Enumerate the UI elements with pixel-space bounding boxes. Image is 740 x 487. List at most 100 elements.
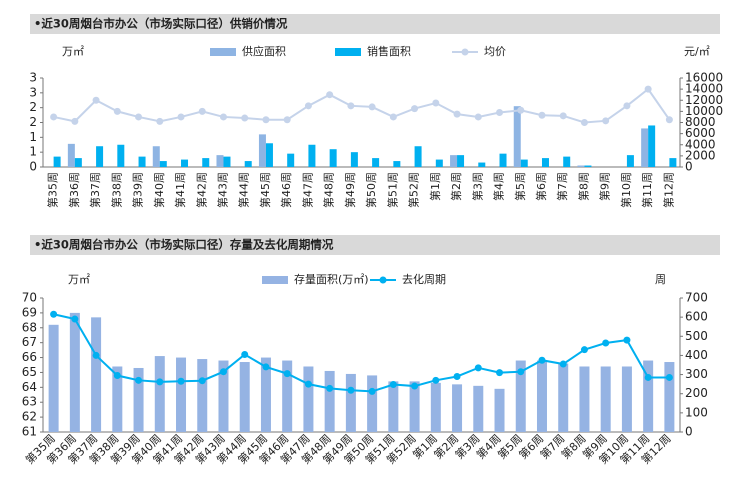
x-tick-label: 第11周	[640, 172, 654, 208]
x-tick-label: 第43周	[215, 172, 229, 208]
line-marker	[411, 382, 419, 390]
bar	[117, 144, 125, 167]
line-marker	[517, 106, 525, 114]
x-tick-label: 第2周	[449, 172, 463, 201]
bar	[91, 317, 102, 432]
line-marker	[644, 373, 652, 381]
line-marker	[517, 368, 525, 376]
y2-tick-label: 700	[685, 291, 708, 305]
bar	[393, 161, 401, 167]
line-marker	[198, 107, 206, 115]
bar	[133, 367, 144, 432]
legend-label: 销售面积	[367, 44, 411, 58]
bar	[74, 158, 82, 167]
bar	[643, 360, 654, 432]
line-marker	[219, 113, 227, 121]
x-tick-label: 第39周	[131, 172, 145, 208]
line	[53, 87, 671, 124]
legend-swatch	[335, 48, 361, 56]
x-tick-label: 第52周	[407, 172, 421, 208]
bar	[303, 366, 314, 432]
x-tick-label: 第38周	[109, 172, 123, 208]
y-tick-label: 67	[22, 335, 37, 349]
bar	[450, 155, 458, 167]
line-marker	[326, 91, 334, 99]
line-marker	[580, 119, 588, 126]
bar	[67, 143, 75, 167]
bar	[494, 388, 505, 432]
bar	[202, 158, 210, 167]
line-marker	[326, 384, 334, 392]
legend-swatch	[262, 276, 288, 284]
line-marker	[177, 377, 185, 385]
line-marker	[241, 350, 249, 358]
bar	[329, 149, 337, 167]
y2-tick-label: 6000	[685, 126, 716, 140]
line-marker	[474, 113, 482, 121]
y2-tick-label: 8000	[685, 115, 716, 129]
line-marker	[368, 387, 376, 395]
x-tick-label: 第45周	[258, 172, 272, 208]
bar	[452, 384, 463, 432]
bar	[239, 362, 250, 432]
legend-swatch	[461, 48, 469, 56]
bar	[216, 155, 224, 167]
bar	[563, 156, 571, 167]
bar	[176, 357, 187, 432]
y2-tick-label: 10000	[685, 104, 723, 118]
line-marker	[623, 336, 631, 344]
bar	[409, 381, 420, 432]
line-marker	[156, 117, 164, 125]
y2-tick-label: 600	[685, 310, 708, 324]
y-axis-unit: 万㎡	[62, 45, 84, 58]
bar	[579, 366, 590, 432]
line-marker	[71, 315, 79, 323]
bar	[112, 366, 123, 432]
line-marker	[50, 113, 58, 121]
bar	[435, 159, 443, 167]
line-marker	[623, 102, 631, 110]
x-tick-label: 第3周	[470, 172, 484, 201]
chart-title: •近30周烟台市办公（市场实际口径）存量及去化周期情况	[34, 238, 334, 252]
line-marker	[538, 356, 546, 364]
x-tick-label: 第47周	[300, 172, 314, 208]
y2-tick-label: 300	[685, 367, 708, 381]
bar	[48, 324, 59, 432]
line-marker	[389, 113, 397, 121]
y2-tick-label: 100	[685, 405, 708, 419]
bar	[265, 143, 273, 167]
y2-tick-label: 2000	[685, 148, 716, 162]
x-tick-label: 第51周	[385, 172, 399, 208]
y2-tick-label: 0	[685, 160, 693, 174]
bar	[648, 125, 656, 167]
y2-axis-unit: 元/㎡	[684, 45, 710, 58]
bar	[152, 146, 160, 167]
bar	[69, 312, 80, 432]
line-marker	[559, 360, 567, 368]
line-marker	[50, 310, 58, 318]
line-marker	[644, 85, 652, 93]
line-marker	[135, 376, 143, 384]
bar	[577, 165, 585, 167]
bar	[641, 128, 649, 167]
line-marker	[411, 105, 419, 113]
y-tick-label: 1	[29, 130, 37, 144]
line-marker	[580, 346, 588, 354]
bar	[350, 152, 358, 167]
line-marker	[113, 107, 121, 115]
legend-swatch	[210, 48, 236, 56]
y-tick-label: 61	[22, 425, 37, 439]
bar	[664, 362, 675, 432]
legend-label: 均价	[484, 45, 506, 58]
line-marker	[559, 112, 567, 120]
x-tick-label: 第41周	[173, 172, 187, 208]
line-marker	[432, 376, 440, 384]
line-marker	[453, 372, 461, 380]
line-marker	[262, 116, 270, 124]
bar	[308, 144, 316, 167]
bar	[541, 158, 549, 167]
x-tick-label: 第40周	[152, 172, 166, 208]
bar	[457, 155, 465, 167]
x-tick-label: 第6周	[534, 172, 548, 201]
y-tick-label: 68	[22, 320, 37, 334]
